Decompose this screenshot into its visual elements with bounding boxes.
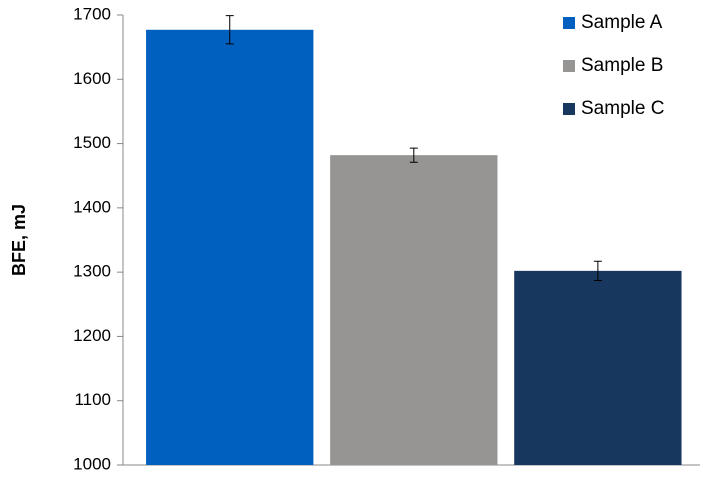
legend-swatch (563, 103, 575, 115)
y-tick-label: 1600 (73, 69, 111, 88)
y-tick-label: 1500 (73, 133, 111, 152)
y-tick-label: 1700 (73, 4, 111, 23)
error-bar (409, 147, 418, 163)
legend-label: Sample B (581, 55, 663, 76)
y-axis-label: BFE, mJ (9, 204, 29, 276)
bar (514, 270, 682, 465)
legend-swatch (563, 60, 575, 72)
y-tick-label: 1300 (73, 262, 111, 281)
y-tick-label: 1100 (74, 390, 111, 409)
error-bar (593, 260, 602, 281)
legend-label: Sample A (581, 12, 663, 33)
y-tick-label: 1400 (73, 197, 111, 216)
y-tick-label: 1000 (73, 454, 111, 473)
legend-label: Sample C (581, 98, 664, 119)
legend-swatch (563, 17, 575, 29)
error-bar (225, 15, 234, 45)
bar (146, 29, 314, 466)
bar (330, 155, 498, 465)
y-tick-label: 1200 (73, 326, 111, 345)
